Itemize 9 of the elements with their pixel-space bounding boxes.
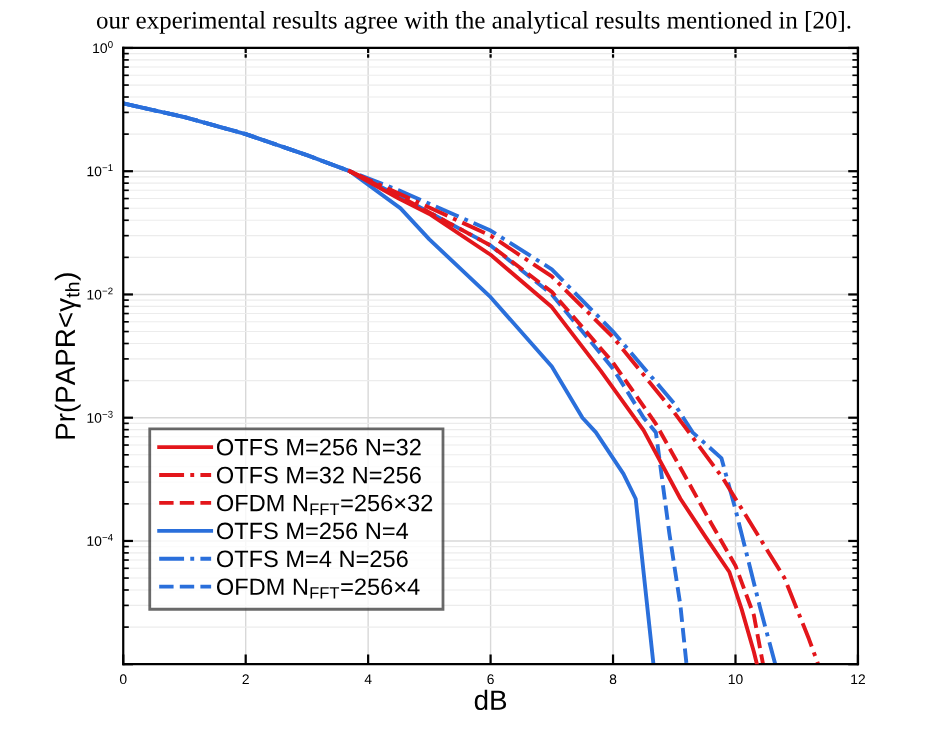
legend-label: OTFS M=32 N=256 xyxy=(216,466,421,484)
legend-label: OTFS M=256 N=32 xyxy=(216,438,421,456)
text: our experimental results agree with the analytical results mentioned in [20]. xyxy=(96,11,851,34)
y-axis-title: Pr(PAPR<γ$_{th}$) xyxy=(54,273,81,439)
legend-label: OTFS M=256 N=4 xyxy=(216,522,409,540)
legend-label: OFDM N$_{FFT}$=256×32 xyxy=(216,494,433,515)
x-axis-title: dB xyxy=(474,689,507,711)
legend-label: OFDM N$_{FFT}$=256×4 xyxy=(216,578,420,599)
legend-label: OTFS M=4 N=256 xyxy=(216,550,408,568)
